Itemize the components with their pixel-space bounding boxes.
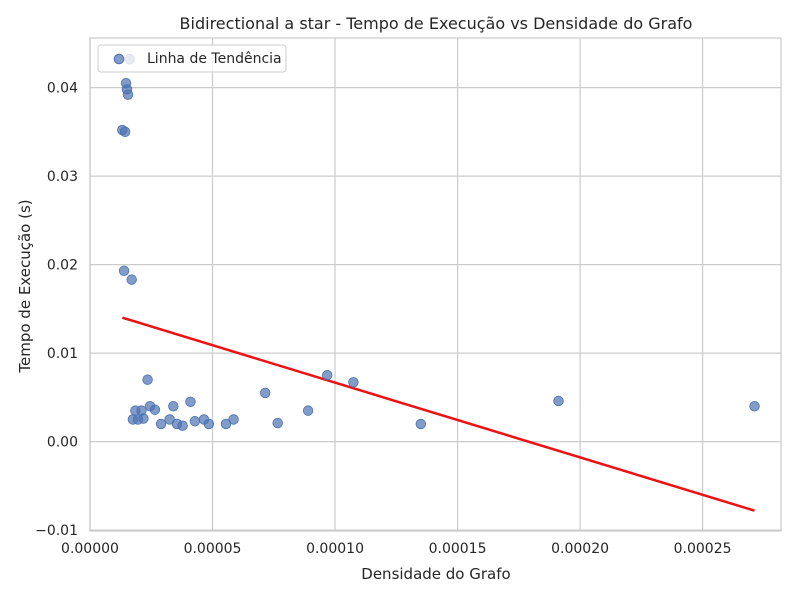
y-tick-label: 0.01 bbox=[47, 346, 78, 362]
x-axis-label: Densidade do Grafo bbox=[361, 565, 510, 583]
chart-title: Bidirectional a star - Tempo de Execução… bbox=[180, 14, 693, 33]
legend-marker bbox=[113, 53, 125, 65]
x-tick-label: 0.00000 bbox=[61, 541, 119, 557]
y-tick-label: 0.00 bbox=[47, 435, 78, 451]
legend-box bbox=[97, 44, 287, 73]
plot-frame bbox=[89, 37, 782, 532]
data-point bbox=[348, 377, 359, 388]
data-point bbox=[553, 395, 564, 407]
data-point bbox=[177, 420, 188, 431]
x-tick-label: 0.00010 bbox=[306, 541, 364, 557]
y-axis-label: Tempo de Execução (s) bbox=[16, 199, 34, 373]
legend: Linha de Tendência bbox=[97, 44, 287, 73]
data-point bbox=[185, 396, 196, 407]
data-point bbox=[119, 126, 131, 138]
data-point bbox=[118, 265, 130, 276]
x-tick-labels: 0.00000 0.00005 0.00010 0.00015 0.00020 0.000… bbox=[61, 541, 731, 557]
data-point bbox=[220, 418, 232, 430]
y-tick-label: 0.02 bbox=[47, 258, 78, 274]
y-tick-label: −0.01 bbox=[35, 523, 78, 539]
y-tick-label: 0.04 bbox=[47, 81, 78, 97]
y-tick-labels: −0.01 0.00 0.01 0.02 0.03 0.04 bbox=[35, 81, 78, 540]
data-point bbox=[126, 274, 137, 285]
trend-layer bbox=[121, 316, 755, 512]
data-points bbox=[117, 54, 760, 431]
data-point bbox=[415, 418, 426, 430]
data-point bbox=[203, 418, 215, 430]
trend-line bbox=[121, 316, 755, 512]
data-point bbox=[155, 418, 167, 430]
grid bbox=[89, 38, 781, 531]
data-point bbox=[168, 401, 179, 412]
x-tick-label: 0.00020 bbox=[551, 541, 609, 557]
data-point bbox=[321, 370, 333, 381]
data-point bbox=[228, 414, 239, 425]
data-point bbox=[189, 416, 201, 427]
data-point bbox=[272, 417, 283, 429]
x-tick-label: 0.00005 bbox=[184, 541, 242, 557]
legend-label: Linha de Tendência bbox=[147, 51, 282, 67]
y-tick-label: 0.03 bbox=[47, 169, 78, 185]
data-point bbox=[749, 401, 760, 412]
x-tick-label: 0.00025 bbox=[674, 541, 732, 557]
data-point bbox=[260, 387, 271, 399]
data-point bbox=[142, 374, 153, 385]
x-tick-label: 0.00015 bbox=[429, 541, 487, 557]
data-point bbox=[302, 405, 314, 416]
data-point bbox=[149, 404, 161, 415]
data-point bbox=[138, 413, 149, 424]
data-point bbox=[122, 89, 134, 100]
